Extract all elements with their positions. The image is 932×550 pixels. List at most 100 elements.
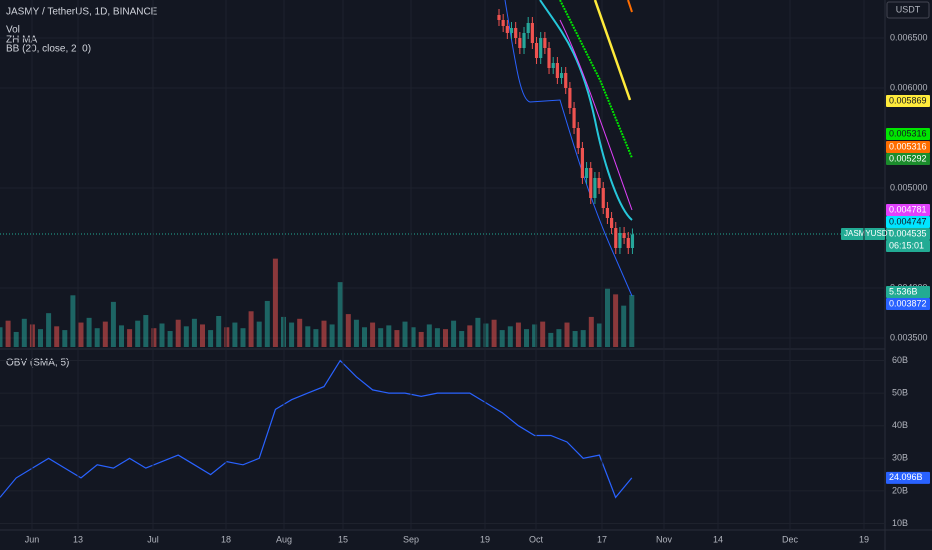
volume-bar	[394, 330, 400, 347]
volume-bar	[370, 322, 376, 347]
volume-bar	[86, 317, 92, 347]
currency[interactable]: USDT	[896, 4, 921, 14]
volume-bar	[175, 319, 181, 347]
volume-bar	[434, 328, 440, 347]
volume-bar	[540, 321, 546, 347]
x-tick-label: Dec	[782, 534, 799, 544]
volume-bar	[21, 318, 27, 347]
obv-tick-label: 30B	[892, 453, 908, 463]
candle-body	[568, 88, 572, 108]
candle-body	[505, 26, 509, 33]
candle-body	[559, 73, 564, 78]
candle-body	[555, 63, 559, 78]
price-badge-label: 0.004747	[889, 216, 927, 226]
obv-tick-label: 10B	[892, 518, 908, 528]
volume-bar	[208, 330, 214, 347]
volume-bar	[0, 327, 3, 347]
candle-body	[564, 73, 568, 88]
price-badge	[886, 240, 930, 252]
candle-body	[572, 108, 576, 128]
price-tick-label: 0.003500	[890, 332, 928, 342]
volume-bar	[410, 327, 416, 347]
indicator-label: ZH MA	[6, 35, 37, 46]
volume-bar	[46, 313, 52, 347]
volume-bar	[548, 332, 554, 347]
volume-bar	[248, 311, 254, 347]
price-badge-label: 5.536B	[889, 286, 918, 296]
symbol-badge	[841, 228, 885, 240]
x-tick-label: Nov	[656, 534, 673, 544]
volume-bar	[564, 322, 570, 347]
price-badge-label: 0.004781	[889, 204, 927, 214]
x-tick-label: Jul	[147, 534, 159, 544]
ma-green	[559, 0, 633, 159]
ma-yellow	[593, 0, 632, 101]
candle-body	[539, 38, 543, 58]
price-badge	[886, 128, 930, 140]
volume-bar	[524, 329, 529, 347]
price-badge-label: 06:15:01	[889, 240, 924, 250]
volume-bar	[467, 325, 473, 347]
price-badge	[886, 216, 930, 228]
volume-bar	[240, 328, 246, 347]
volume-bar	[167, 331, 173, 347]
candle-body	[526, 23, 530, 33]
symbol-title: JASMY / TetherUS, 1D, BINANCE	[6, 7, 158, 18]
volume-bar	[378, 328, 384, 347]
x-tick-label: 15	[338, 534, 348, 544]
price-badge-label: 0.005292	[889, 153, 927, 163]
volume-bar	[159, 323, 165, 347]
volume-bar	[151, 328, 157, 347]
obv-badge	[886, 471, 930, 484]
volume-bar	[491, 319, 497, 347]
volume-bar	[580, 330, 586, 347]
candle-body	[501, 20, 505, 26]
volume-bar	[110, 301, 116, 347]
price-badge-label: 0.005869	[889, 95, 927, 105]
currency-box[interactable]	[886, 1, 930, 19]
volume-bar	[289, 322, 295, 347]
price-badge	[886, 95, 930, 107]
volume-bar	[62, 330, 68, 347]
volume-bar	[532, 324, 538, 347]
indicator-label: Vol	[6, 25, 20, 36]
candle-body	[597, 178, 601, 188]
volume-bar	[264, 300, 270, 347]
volume-bar	[459, 331, 465, 347]
x-tick-label: Oct	[529, 534, 544, 544]
volume-bar	[613, 294, 619, 347]
volume-bar	[297, 318, 303, 347]
indicator-lines	[504, 0, 633, 297]
volume-bar	[191, 318, 197, 347]
volume-bar	[5, 320, 11, 347]
x-tick-label: 18	[221, 534, 231, 544]
volume-bar	[443, 329, 448, 347]
volume-bar	[605, 288, 610, 347]
volume-bar	[143, 315, 149, 347]
x-tick-label: 17	[597, 534, 607, 544]
price-badge-label: 0.004535	[889, 228, 927, 238]
volume-bar	[499, 330, 505, 347]
obv-tick-label: 40B	[892, 420, 908, 430]
volume-bar	[38, 329, 43, 347]
volume-bar	[54, 326, 60, 347]
volume-bar	[483, 323, 489, 347]
volume-bar	[272, 258, 278, 347]
candle-body	[543, 38, 547, 48]
ma-orange	[627, 0, 633, 13]
volume-bar	[345, 314, 351, 347]
obv-title: OBV (SMA, 5)	[6, 358, 69, 369]
candles	[497, 9, 635, 254]
candle-body	[497, 15, 501, 20]
x-tick-label: Sep	[403, 534, 419, 544]
volume-bar	[426, 324, 432, 347]
volume-bar	[588, 316, 594, 347]
x-tick-label: 14	[713, 534, 723, 544]
price-badge	[886, 204, 930, 216]
symbol-badge-label: JASMYUSDT	[844, 229, 893, 238]
volume-bar	[232, 322, 238, 347]
volume-bar	[119, 325, 124, 347]
candle-body	[609, 218, 614, 228]
price-badge	[886, 298, 930, 310]
